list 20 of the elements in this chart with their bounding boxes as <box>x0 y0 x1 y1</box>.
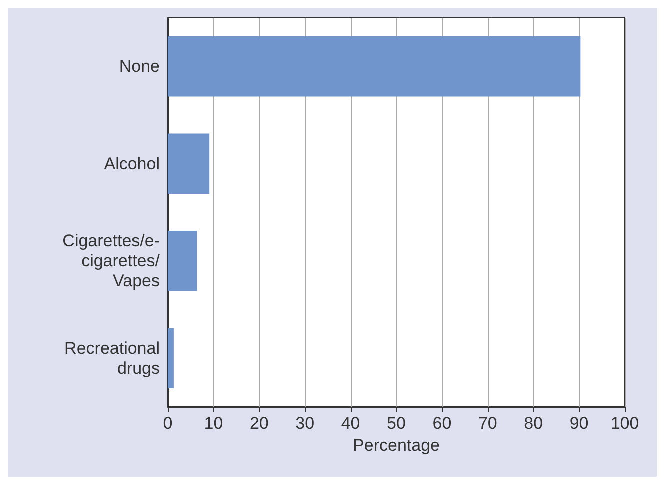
x-axis-title: Percentage <box>353 436 440 455</box>
x-tick-label: 30 <box>296 414 315 433</box>
x-tick-label: 60 <box>432 414 452 433</box>
x-tick-label: 70 <box>478 414 498 433</box>
x-tick-label: 50 <box>387 414 406 433</box>
y-tick-label: Alcohol <box>104 154 160 174</box>
bar <box>168 36 581 97</box>
x-tick-label: 90 <box>570 414 589 433</box>
y-tick-label: Recreational drugs <box>64 338 160 378</box>
x-tick-label: 80 <box>524 414 544 433</box>
x-tick-label: 100 <box>610 414 640 433</box>
bar <box>168 134 210 194</box>
y-tick-label: None <box>119 57 160 76</box>
x-tick-label: 0 <box>163 414 173 433</box>
bar <box>168 328 174 389</box>
bar <box>168 230 198 292</box>
x-tick-label: 20 <box>250 414 269 433</box>
y-tick-label: Cigarettes/e- cigarettes/ Vapes <box>62 232 160 291</box>
x-tick-label: 40 <box>341 414 360 433</box>
x-tick-label: 10 <box>204 414 224 433</box>
